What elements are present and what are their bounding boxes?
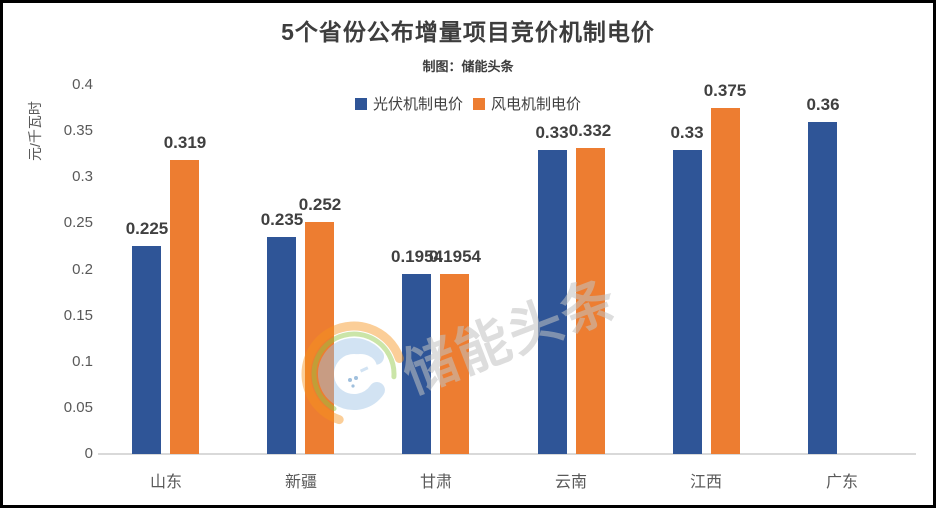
- bar-value-label: 0.1954: [391, 247, 443, 266]
- x-axis-label-江西: 江西: [689, 474, 722, 491]
- bar-value-label: 0.1954: [429, 247, 481, 266]
- y-axis-tick: 0.2: [72, 261, 93, 278]
- bar-pv-云南: [538, 150, 567, 454]
- bar-wind-甘肃: [440, 274, 469, 454]
- x-axis-label-甘肃: 甘肃: [419, 474, 452, 491]
- bar-pv-广东: [808, 122, 837, 454]
- bar-pv-甘肃: [402, 274, 431, 454]
- bar-value-label: 0.36: [806, 95, 840, 114]
- y-axis-tick: 0.4: [72, 76, 93, 93]
- chart-subtitle: 制图：储能头条: [422, 59, 514, 74]
- bar-wind-江西: [711, 108, 740, 454]
- bar-value-label: 0.225: [125, 219, 169, 238]
- bar-wind-新疆: [305, 222, 334, 454]
- bar-value-label: 0.252: [298, 195, 342, 214]
- x-axis-label-云南: 云南: [554, 474, 587, 491]
- legend-item-wind: 风电机制电价: [473, 93, 581, 114]
- legend-label: 风电机制电价: [491, 96, 582, 113]
- plot-area: 0.225 0.319 山东 0.235 0.252 新疆 0.1954 0.1954 甘肃 0.…: [3, 3, 933, 505]
- y-axis-tick: 0.3: [72, 168, 93, 185]
- chart-title: 5个省份公布增量项目竞价机制电价: [281, 19, 655, 45]
- legend-swatch-icon: [473, 97, 485, 110]
- bar-value-label: 0.332: [568, 121, 612, 140]
- bar-pv-新疆: [267, 237, 296, 454]
- bar-pv-山东: [132, 246, 161, 454]
- bar-wind-云南: [576, 148, 605, 454]
- legend: 光伏机制电价 风电机制电价: [3, 93, 933, 114]
- bar-value-label: 0.375: [703, 81, 747, 100]
- bar-value-label: 0.33: [670, 123, 704, 142]
- bar-value-label: 0.235: [260, 210, 304, 229]
- y-axis-tick: 0.25: [63, 214, 93, 231]
- legend-label: 光伏机制电价: [372, 96, 463, 113]
- x-axis-baseline: [98, 453, 916, 455]
- x-axis-label-山东: 山东: [149, 474, 182, 491]
- y-axis-tick: 0.35: [63, 122, 93, 139]
- bar-wind-山东: [170, 160, 199, 454]
- bar-value-label: 0.33: [535, 123, 569, 142]
- bar-pv-江西: [673, 150, 702, 454]
- legend-swatch-icon: [354, 97, 367, 110]
- x-axis-label-广东: 广东: [825, 474, 858, 491]
- y-axis-tick: 0.1: [72, 353, 93, 370]
- bar-value-label: 0.319: [163, 133, 207, 152]
- y-axis-tick: 0.05: [63, 399, 93, 416]
- legend-item-pv: 光伏机制电价: [354, 93, 463, 114]
- x-axis-label-新疆: 新疆: [284, 474, 317, 491]
- y-axis-tick: 0.15: [63, 307, 93, 324]
- y-axis-tick: 0: [84, 445, 93, 462]
